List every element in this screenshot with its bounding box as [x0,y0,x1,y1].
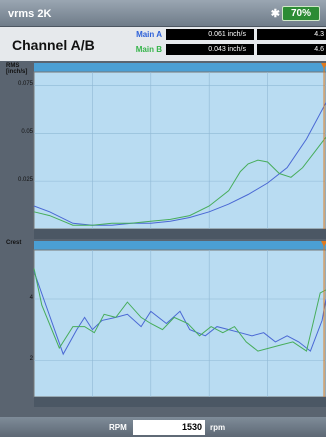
crest-plot-header [34,241,326,250]
battery-indicator: 70% [282,6,320,21]
y-tick-label: 2 [29,356,33,363]
rms-axis-label: RMS [6,63,20,69]
bluetooth-icon: ✱ [270,8,280,20]
y-tick-label: 4 [29,295,33,301]
channel-header: Channel A/B Main A 0.061 inch/s 4.3 Main… [0,27,326,61]
status-area: ✱ 70% [271,6,320,21]
rms-axis-unit: [inch/s] [6,69,28,75]
rpm-label: RPM [109,423,127,432]
y-tick-label: 0.025 [17,177,33,184]
app-title: vrms 2K [8,8,52,20]
main-b-secondary: 4.6 [257,44,326,55]
plot-area [33,71,326,230]
main-a-secondary: 4.3 [257,29,326,40]
rms-plot-header [34,63,326,72]
main-b-label: Main B [135,45,162,54]
main-a-label: Main A [136,30,162,39]
series-line-main-a [33,271,326,356]
bottom-bar: RPM 1530 rpm [0,417,326,437]
series-line-main-a [33,102,326,226]
y-tick-label: 0.05 [21,129,33,136]
rpm-unit: rpm [210,423,226,432]
plot-area [33,249,326,398]
x-axis-bar [34,229,326,239]
main-b-value: 0.043 inch/s [166,44,254,55]
title-bar: vrms 2K ✱ 70% [0,0,326,27]
series-line-main-b [33,268,326,352]
y-tick-label: 0.075 [17,81,33,88]
crest-axis-label: Crest [6,240,22,246]
cursor-marker-icon[interactable] [321,63,326,69]
rpm-input[interactable]: 1530 [133,420,205,435]
cursor-marker-icon[interactable] [321,241,326,247]
channel-title: Channel A/B [12,37,95,53]
series-line-main-b [33,136,326,226]
main-a-value: 0.061 inch/s [166,29,254,40]
x-axis-bar [34,397,326,407]
